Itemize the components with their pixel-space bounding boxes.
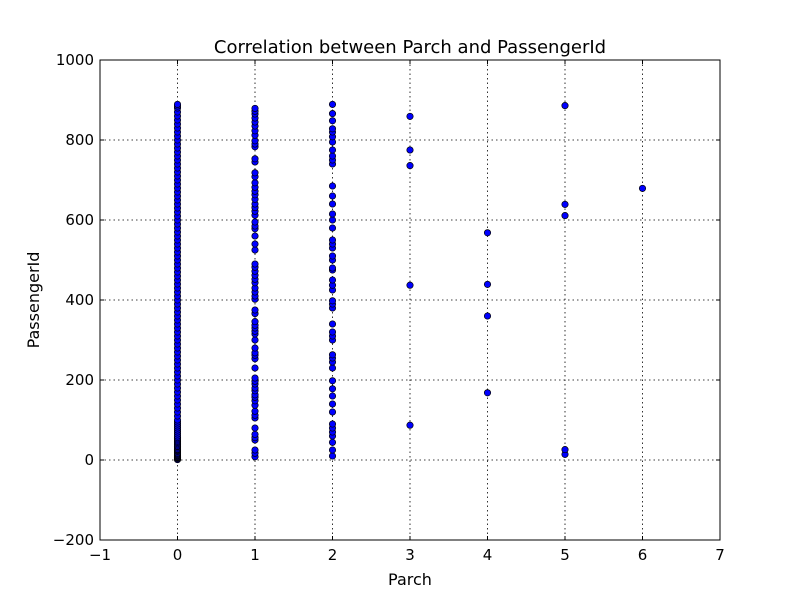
- scatter-point: [561, 200, 569, 208]
- scatter-point: [328, 252, 337, 260]
- scatter-point: [328, 264, 337, 272]
- scatter-point: [251, 430, 259, 438]
- scatter-point: [483, 280, 492, 288]
- scatter-point: [561, 212, 569, 220]
- scatter-point: [328, 385, 337, 393]
- scatter-point: [328, 351, 337, 359]
- scatter-point: [328, 200, 337, 208]
- scatter-point: [328, 377, 337, 385]
- scatter-point: [328, 117, 337, 125]
- scatter-point: [328, 364, 337, 372]
- scatter-point: [251, 169, 259, 177]
- scatter-point: [251, 424, 259, 432]
- scatter-point: [328, 146, 337, 154]
- x-tick-label: 0: [173, 546, 183, 564]
- y-tick-label: 600: [65, 211, 94, 229]
- scatter-point: [251, 104, 259, 112]
- grid-lines: [100, 60, 720, 540]
- scatter-point: [328, 152, 337, 160]
- scatter-point: [328, 182, 337, 190]
- scatter-point: [173, 100, 182, 108]
- scatter-point: [328, 400, 337, 408]
- scatter-point: [328, 452, 337, 460]
- scatter-point: [251, 240, 259, 248]
- scatter-point: [328, 236, 337, 244]
- x-tick-label: 5: [560, 546, 570, 564]
- x-tick-label: 7: [715, 546, 725, 564]
- scatter-point: [251, 232, 259, 240]
- scatter-point: [328, 392, 337, 400]
- scatter-point: [561, 446, 569, 454]
- scatter-point: [328, 438, 337, 446]
- scatter-point: [483, 229, 492, 237]
- scatter-point: [406, 421, 414, 429]
- scatter-point: [483, 312, 492, 320]
- scatter-point: [406, 146, 414, 154]
- y-tick-label: 800: [65, 131, 94, 149]
- scatter-point: [328, 192, 337, 200]
- scatter-point: [328, 210, 337, 218]
- scatter-point: [328, 100, 337, 108]
- scatter-point: [251, 407, 259, 415]
- scatter-point: [251, 218, 259, 226]
- scatter-point: [251, 336, 259, 344]
- scatter-point: [251, 155, 259, 163]
- scatter-point: [406, 112, 414, 120]
- scatter-point: [328, 320, 337, 328]
- scatter-point: [638, 184, 647, 192]
- scatter-point: [328, 328, 337, 336]
- scatter-point: [328, 297, 337, 305]
- y-tick-label: 400: [65, 291, 94, 309]
- y-axis-label: PassengerId: [24, 252, 43, 349]
- x-tick-label: 1: [250, 546, 260, 564]
- y-tick-label: 1000: [56, 51, 94, 69]
- y-tick-label: 0: [84, 451, 94, 469]
- x-tick-label: −1: [89, 546, 111, 564]
- scatter-point: [328, 408, 337, 416]
- scatter-point: [251, 364, 259, 372]
- y-tick-label: −200: [53, 531, 94, 549]
- axis-ticks: −1 0 1 2 3 4 5 6 7 −200 0 200 400 600 800 1000: [53, 51, 725, 564]
- scatter-point: [251, 318, 259, 326]
- x-axis-label: Parch: [388, 570, 432, 589]
- x-tick-label: 2: [328, 546, 338, 564]
- scatter-point: [251, 260, 259, 268]
- chart-title: Correlation between Parch and PassengerI…: [214, 37, 606, 58]
- scatter-point: [328, 110, 337, 118]
- scatter-point: [406, 281, 414, 289]
- scatter-point: [561, 102, 569, 110]
- data-points: [173, 100, 647, 464]
- scatter-point: [328, 276, 337, 284]
- scatter-point: [251, 374, 259, 382]
- scatter-point: [328, 446, 337, 454]
- scatter-point: [483, 389, 492, 397]
- x-tick-label: 6: [638, 546, 648, 564]
- scatter-point: [251, 179, 259, 187]
- scatter-point: [328, 420, 337, 428]
- scatter-point: [328, 224, 337, 232]
- x-tick-label: 3: [405, 546, 415, 564]
- scatter-point: [251, 344, 259, 352]
- scatter-point: [406, 162, 414, 170]
- scatter-point: [251, 306, 259, 314]
- scatter-point: [328, 125, 337, 133]
- scatter-point: [328, 216, 337, 224]
- x-tick-label: 4: [483, 546, 493, 564]
- y-tick-label: 200: [65, 371, 94, 389]
- scatter-point: [251, 246, 259, 254]
- scatter-point: [251, 446, 259, 454]
